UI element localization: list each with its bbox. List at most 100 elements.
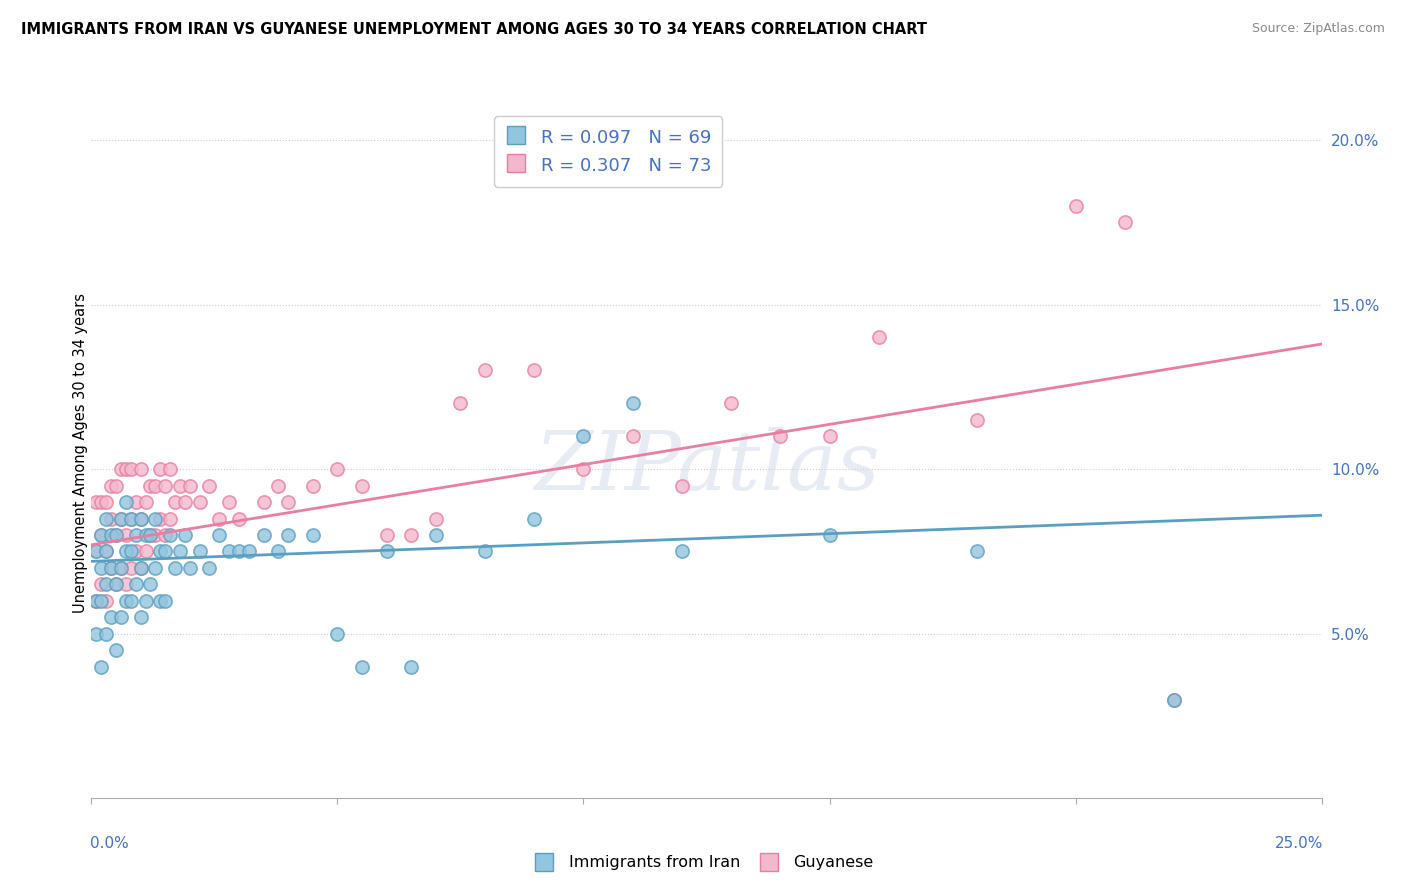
Point [114, 544, 138, 558]
Point [159, 462, 181, 476]
Text: 25.0%: 25.0% [1274, 837, 1323, 851]
Point [110, 511, 132, 525]
Point [105, 528, 127, 542]
Point [198, 478, 221, 492]
Point [198, 561, 221, 575]
Point [120, 511, 142, 525]
Point [238, 544, 260, 558]
Point [120, 544, 142, 558]
Point [105, 577, 127, 591]
Point [572, 429, 595, 443]
Point [966, 413, 988, 427]
Point [399, 528, 422, 542]
Point [253, 528, 276, 542]
Point [114, 462, 138, 476]
Point [375, 528, 398, 542]
Point [100, 561, 122, 575]
Point [90, 495, 112, 509]
Point [218, 495, 240, 509]
Point [769, 429, 792, 443]
Point [124, 577, 146, 591]
Point [253, 495, 276, 509]
Point [86, 626, 108, 640]
Point [145, 478, 166, 492]
Point [129, 511, 152, 525]
Point [90, 528, 112, 542]
Point [425, 528, 447, 542]
Point [352, 659, 374, 673]
Point [149, 594, 172, 608]
Point [149, 462, 172, 476]
Point [671, 478, 693, 492]
Point [818, 528, 841, 542]
Point [135, 544, 156, 558]
Point [159, 528, 181, 542]
Point [449, 396, 471, 410]
Point [326, 626, 349, 640]
Point [179, 561, 201, 575]
Point [110, 511, 132, 525]
Point [425, 511, 447, 525]
Point [228, 544, 250, 558]
Point [179, 478, 201, 492]
Point [110, 610, 132, 624]
Point [90, 577, 112, 591]
Point [114, 528, 138, 542]
Point [399, 659, 422, 673]
Point [228, 511, 250, 525]
Point [159, 511, 181, 525]
Point [114, 577, 138, 591]
Point [523, 363, 546, 377]
Point [1163, 692, 1185, 706]
Point [301, 478, 323, 492]
Point [277, 528, 299, 542]
Point [139, 478, 162, 492]
Legend: Immigrants from Iran, Guyanese: Immigrants from Iran, Guyanese [526, 849, 880, 877]
Point [145, 561, 166, 575]
Point [277, 495, 299, 509]
Y-axis label: Unemployment Among Ages 30 to 34 years: Unemployment Among Ages 30 to 34 years [73, 293, 87, 613]
Point [129, 561, 152, 575]
Point [720, 396, 742, 410]
Point [474, 363, 496, 377]
Point [124, 544, 146, 558]
Point [169, 478, 191, 492]
Point [96, 594, 117, 608]
Point [129, 462, 152, 476]
Point [621, 396, 644, 410]
Point [100, 511, 122, 525]
Point [139, 528, 162, 542]
Point [129, 561, 152, 575]
Point [124, 528, 146, 542]
Point [96, 626, 117, 640]
Point [135, 495, 156, 509]
Point [105, 577, 127, 591]
Point [1064, 199, 1087, 213]
Text: ZIPatlas: ZIPatlas [534, 426, 879, 507]
Point [149, 544, 172, 558]
Point [139, 577, 162, 591]
Point [153, 528, 177, 542]
Point [124, 495, 146, 509]
Point [90, 594, 112, 608]
Point [208, 528, 231, 542]
Point [96, 544, 117, 558]
Point [208, 511, 231, 525]
Point [120, 511, 142, 525]
Point [145, 511, 166, 525]
Point [188, 495, 211, 509]
Point [145, 528, 166, 542]
Point [188, 544, 211, 558]
Point [163, 561, 186, 575]
Point [621, 429, 644, 443]
Point [86, 594, 108, 608]
Point [120, 561, 142, 575]
Point [218, 544, 240, 558]
Point [1163, 692, 1185, 706]
Point [100, 528, 122, 542]
Point [153, 594, 177, 608]
Point [105, 643, 127, 657]
Point [818, 429, 841, 443]
Point [267, 478, 290, 492]
Point [90, 659, 112, 673]
